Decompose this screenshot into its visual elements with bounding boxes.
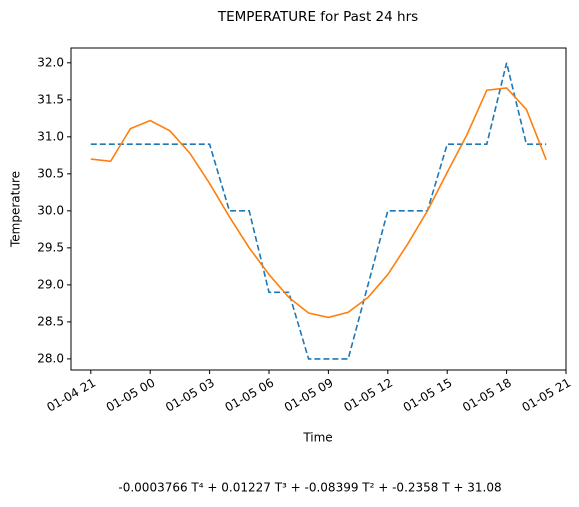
y-tick-label: 32.0 <box>37 55 64 69</box>
line-series <box>90 62 547 360</box>
x-tick-label: 01-05 03 <box>163 376 217 415</box>
y-tick-label: 30.0 <box>37 203 64 217</box>
chart-title: TEMPERATURE for Past 24 hrs <box>217 9 418 25</box>
line-series <box>90 87 547 319</box>
x-tick-label: 01-05 09 <box>282 376 336 415</box>
y-tick-label: 29.0 <box>37 277 64 291</box>
x-tick-label: 01-05 15 <box>401 376 455 415</box>
x-axis-label: Time <box>302 431 332 445</box>
y-tick-label: 28.0 <box>37 351 64 365</box>
y-tick-label: 28.5 <box>37 314 64 328</box>
y-tick-label: 29.5 <box>37 240 64 254</box>
y-tick-label: 31.5 <box>37 92 64 106</box>
x-tick-label: 01-05 12 <box>341 376 395 415</box>
plot-frame <box>70 47 567 371</box>
x-tick-label: 01-05 21 <box>520 376 574 415</box>
x-tick-label: 01-04 21 <box>44 376 98 415</box>
x-tick-label: 01-05 18 <box>460 376 514 415</box>
y-axis-label: Temperature <box>9 171 23 248</box>
x-tick-label: 01-05 06 <box>223 376 277 415</box>
formula: -0.0003766 T⁴ + 0.01227 T³ + -0.08399 T²… <box>118 481 501 495</box>
y-tick-label: 30.5 <box>37 166 64 180</box>
y-tick-label: 31.0 <box>37 129 64 143</box>
x-tick-label: 01-05 00 <box>104 376 158 415</box>
